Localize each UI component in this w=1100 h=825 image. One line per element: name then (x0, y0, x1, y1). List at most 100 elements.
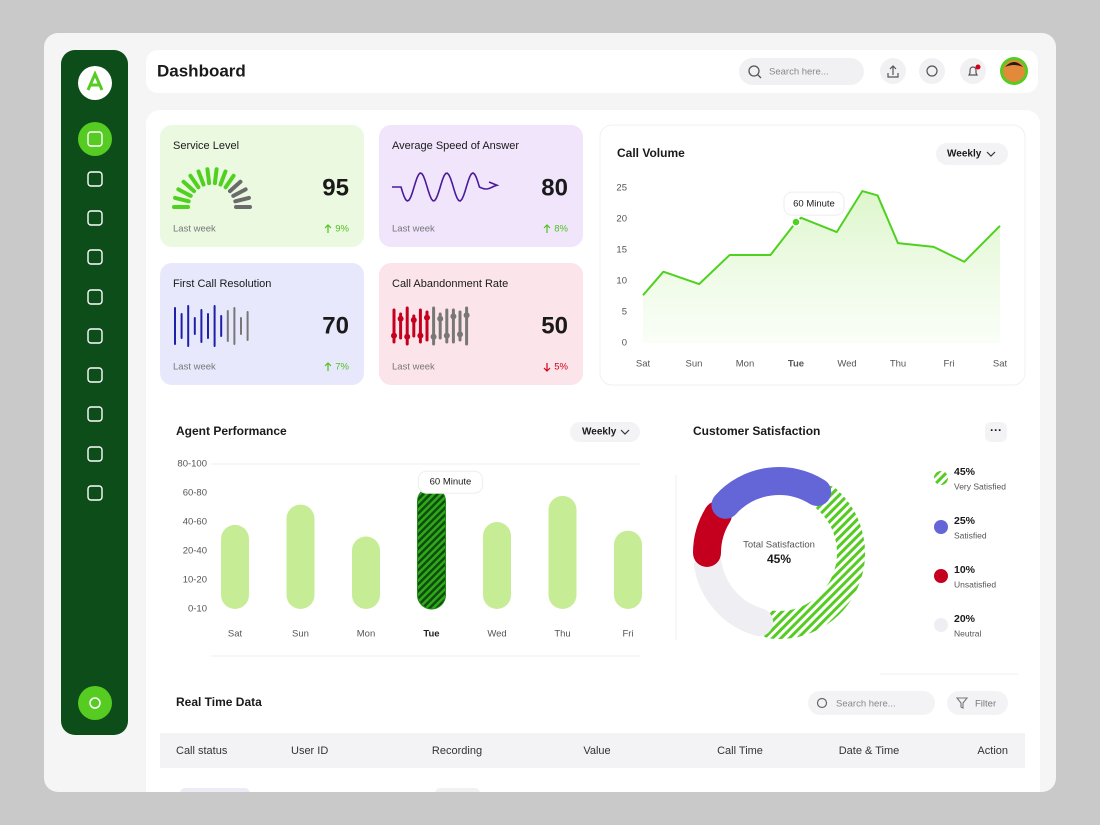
nav-icon[interactable] (87, 210, 103, 226)
kpi-sparkline (392, 172, 500, 202)
period-dropdown[interactable] (570, 422, 640, 442)
table-search[interactable] (808, 691, 935, 715)
gauge-tick (227, 179, 243, 194)
spark-dot (424, 314, 430, 321)
kpi-period: Last week (392, 362, 435, 373)
more-menu[interactable] (985, 422, 1007, 442)
card-title: Real Time Data (176, 695, 262, 709)
kpi-card (379, 125, 583, 247)
x-tick-label: Fri (943, 359, 954, 370)
nav-icon[interactable] (87, 131, 103, 147)
card-title: Agent Performance (176, 424, 287, 438)
more-icon: ··· (990, 423, 1002, 437)
donut-segment (711, 467, 832, 519)
legend-swatch (934, 520, 948, 534)
avatar-hair (1005, 62, 1023, 67)
x-tick-label: Sat (636, 359, 651, 370)
legend-label: Unsatisfied (954, 579, 996, 589)
nav-active[interactable] (78, 122, 112, 156)
x-tick-label: Sat (228, 629, 243, 640)
area (643, 191, 1000, 343)
spark-dot (417, 332, 424, 339)
donut-segment (694, 551, 774, 637)
column-header: Call Time (717, 745, 763, 757)
x-tick-label: Mon (736, 359, 754, 370)
apps-button[interactable] (919, 58, 945, 84)
spark-dot (463, 312, 470, 319)
period-label: Weekly (947, 149, 982, 160)
center-value: 45% (767, 552, 791, 566)
card-title: Customer Satisfaction (693, 424, 820, 438)
agent-performance-chart: 0-10 10-20 20-40 40-60 60-80 80-100 Sat Sun Mon T… (177, 459, 642, 640)
upload-icon (887, 65, 899, 78)
gauge-tick (196, 169, 206, 187)
filter-button[interactable] (947, 691, 1008, 715)
spark-dot (391, 332, 397, 339)
legend-value: 20% (954, 613, 976, 625)
legend-value: 25% (954, 515, 976, 527)
kpi-value: 80 (541, 174, 568, 201)
search-icon (748, 65, 760, 77)
period-dropdown[interactable] (936, 143, 1008, 165)
gauge-tick (176, 187, 193, 198)
donut-segment (757, 485, 865, 639)
gauge-tick (231, 187, 248, 198)
page-title: Dashboard (157, 61, 246, 80)
column-header: Action (977, 745, 1008, 757)
nav-icon[interactable] (87, 328, 103, 344)
x-tick-label: Sun (686, 359, 703, 370)
highlight-point (791, 217, 801, 227)
kpi-period: Last week (173, 224, 216, 235)
kpi-card (379, 263, 583, 385)
nav-icon[interactable] (87, 171, 103, 187)
bar (286, 504, 315, 609)
spark-dot (397, 315, 404, 322)
kpi-change: 7% (335, 362, 349, 373)
trend-arrow (543, 224, 551, 233)
sidebar (61, 50, 128, 735)
y-tick-label: 0 (622, 338, 627, 349)
x-tick-label: Thu (554, 629, 570, 640)
gauge-tick (181, 179, 197, 194)
trend-arrow (324, 224, 332, 233)
bar (483, 522, 511, 609)
search-box[interactable] (739, 58, 864, 85)
nav-icon[interactable] (87, 289, 103, 305)
center-label: Total Satisfaction (743, 540, 815, 551)
table-header (160, 733, 1025, 768)
search-placeholder: Search here... (769, 67, 829, 78)
nav-icon[interactable] (87, 406, 103, 422)
filter-label: Filter (975, 699, 996, 710)
tooltip (418, 470, 483, 494)
nav-icon[interactable] (87, 367, 103, 383)
sun-icon (89, 697, 101, 709)
logo (78, 66, 112, 100)
nav-icon[interactable] (87, 249, 103, 265)
bar (352, 536, 380, 609)
filter-icon (955, 697, 969, 709)
y-tick-label: 0-10 (188, 604, 207, 615)
kpi-period: Last week (173, 362, 216, 373)
chevron (986, 151, 996, 157)
gauge-tick (218, 169, 228, 187)
theme-toggle[interactable] (78, 686, 112, 720)
x-tick-label: Tue (423, 629, 439, 640)
nav-icon[interactable] (87, 485, 103, 501)
y-tick-label: 10-20 (183, 575, 207, 586)
column-header: Recording (432, 745, 482, 757)
tooltip (783, 191, 845, 216)
notification-dot (975, 64, 981, 70)
kpi-cards: Service Level 95 Last week 9% Average Speed … (160, 125, 583, 385)
nav-icon[interactable] (87, 446, 103, 462)
x-tick-label: Sun (292, 629, 309, 640)
bar (614, 530, 642, 609)
trend-arrow (324, 362, 332, 371)
notification-button[interactable] (960, 58, 986, 84)
nav-icons (78, 122, 112, 501)
column-header: Date & Time (839, 745, 900, 757)
bell-icon (968, 66, 978, 76)
legend-swatch (934, 471, 948, 485)
legend-value: 45% (954, 466, 976, 478)
gauge-tick (212, 167, 219, 186)
apps-icon (926, 65, 938, 77)
